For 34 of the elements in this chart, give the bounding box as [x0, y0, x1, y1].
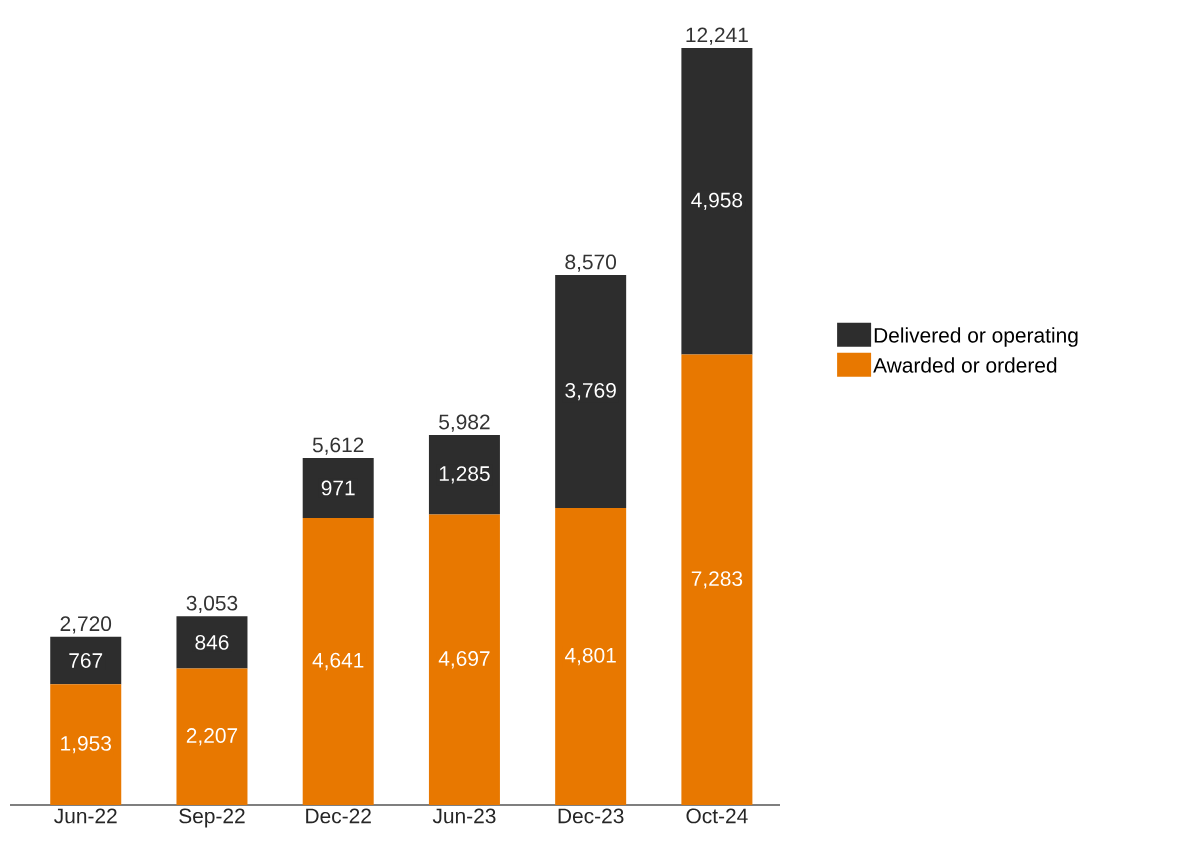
x-tick-label: Sep-22 — [179, 808, 245, 828]
data-label: 971 — [321, 480, 355, 496]
data-label: 4,641 — [312, 652, 364, 671]
bar — [555, 275, 627, 509]
bar — [176, 668, 248, 805]
x-tick-label: Jun-22 — [54, 808, 117, 824]
bar — [555, 508, 627, 805]
total-label: 8,570 — [565, 254, 617, 272]
total-label: 5,612 — [312, 437, 364, 455]
data-label: 767 — [69, 653, 103, 668]
data-label: 1,285 — [439, 466, 490, 484]
bar — [302, 517, 374, 805]
data-label: 3,769 — [565, 382, 616, 401]
data-label: 2,207 — [186, 728, 238, 746]
total-label: 2,720 — [60, 616, 112, 634]
total-label: 3,053 — [186, 595, 238, 613]
bar — [428, 514, 500, 805]
total-label: 5,982 — [439, 414, 490, 432]
data-label: 846 — [195, 634, 229, 650]
x-tick-label: Jun-23 — [432, 808, 496, 824]
data-label: 4,697 — [438, 651, 490, 669]
data-label: 7,283 — [691, 571, 743, 589]
data-label: 1,953 — [61, 735, 111, 754]
bar — [681, 47, 753, 355]
legend-label: Delivered or operating — [874, 327, 1078, 347]
x-tick-label: Dec-23 — [558, 808, 624, 824]
data-label: 4,958 — [691, 192, 743, 210]
bar — [681, 354, 753, 805]
legend-label: Awarded or ordered — [873, 357, 1057, 373]
data-label: 4,801 — [564, 647, 616, 666]
bar — [50, 684, 122, 805]
x-tick-label: Dec-22 — [306, 808, 371, 824]
x-tick-label: Oct-24 — [686, 808, 748, 824]
total-label: 12,241 — [686, 27, 748, 45]
